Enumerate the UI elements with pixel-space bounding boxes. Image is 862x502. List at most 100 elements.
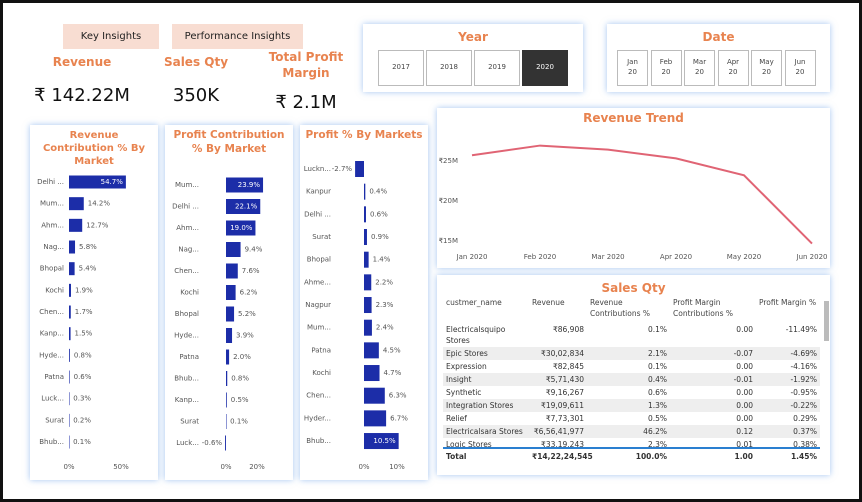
table-cell: ₹5,71,430 [545, 375, 584, 384]
table-cell: 2.3% [647, 440, 667, 447]
table-row: Epic Stores ₹30,02,834 2.1% -0.07 -4.69% [443, 347, 820, 360]
total-cell: 100.0% [587, 447, 670, 463]
value-label: 1.5% [75, 330, 93, 338]
table-cell: ₹6,56,41,977 [533, 427, 584, 436]
column-header: Profit Margin Contributions % [673, 298, 733, 318]
slicer-title: Date [702, 30, 735, 44]
y-tick-label: ₹25M [439, 157, 458, 165]
table-cell: 0.1% [647, 362, 667, 371]
y-tick-label: Hyder... [304, 414, 331, 422]
table-row: Expression ₹82,845 0.1% 0.00 -4.16% [443, 360, 820, 373]
slicer-button[interactable]: May 20 [751, 50, 782, 86]
line [471, 144, 813, 245]
value-label: 0.8% [231, 375, 249, 383]
month: Feb [659, 58, 673, 67]
y-tick-label: Luck... [41, 395, 64, 403]
bar [226, 392, 227, 408]
kpi-value: ₹ 142.22M [34, 85, 130, 106]
x-tick-label: Feb 2020 [524, 253, 556, 261]
bar [69, 327, 71, 341]
y-tick-label: Mum... [175, 181, 199, 189]
x-tick-label: 0% [358, 463, 369, 471]
y-tick-label: Delhi ... [304, 210, 331, 218]
value-label: 0.9% [371, 233, 389, 241]
bar [226, 306, 235, 322]
table-cell: Expression [446, 362, 487, 371]
month: May [759, 58, 774, 67]
slicer-button[interactable]: Mar 20 [684, 50, 715, 86]
y-tick-label: Hyde... [39, 351, 64, 359]
slicer-button[interactable]: 2018 [426, 50, 472, 86]
value-label: 0.1% [73, 438, 91, 446]
tab[interactable]: Performance Insights [172, 24, 303, 49]
value-label: 5.2% [238, 310, 256, 318]
y-tick-label: Luckn... [304, 165, 331, 173]
table-cell: 1.3% [647, 401, 667, 410]
slicer-button[interactable]: 2020 [522, 50, 568, 86]
column-header: Profit Margin % [759, 298, 817, 307]
table-cell: 0.12 [736, 427, 753, 436]
table-cell: 0.00 [736, 388, 753, 397]
slicer-button[interactable]: Jun 20 [784, 50, 816, 86]
slicer-button[interactable]: 2019 [474, 50, 520, 86]
y-tick-label: Luck... [176, 439, 199, 447]
bar [69, 305, 71, 319]
bar [69, 348, 70, 362]
total-cell: ₹14,22,24,545 [529, 447, 593, 463]
bar [226, 242, 241, 257]
total-cell: 1.45% [756, 447, 820, 463]
table-row: Integration Stores ₹19,09,611 1.3% 0.00 -0.2… [443, 399, 820, 412]
year: 20 [695, 68, 704, 76]
total-cell: 1.00 [670, 447, 756, 463]
table-cell: 46.2% [643, 427, 667, 436]
table-total: Total ₹14,22,24,545 100.0% 1.00 1.45% [443, 447, 820, 463]
value-label: 19.0% [230, 224, 253, 232]
table-cell: ₹82,845 [552, 362, 584, 371]
y-tick-label: Chen... [174, 267, 199, 275]
table-row: Logic Stores ₹33,19,243 2.3% 0.01 0.38% [443, 438, 820, 447]
table-cell: Relief [446, 414, 467, 423]
table-cell: -0.22% [790, 401, 817, 410]
table-title: Sales Qty [601, 281, 666, 295]
table-row: Insight ₹5,71,430 0.4% -0.01 -1.92% [443, 373, 820, 386]
slicer-button[interactable]: 2017 [378, 50, 424, 86]
bar [69, 262, 75, 276]
tab[interactable]: Key Insights [63, 24, 159, 49]
bar [364, 342, 379, 359]
kpi-label: Revenue [52, 55, 112, 69]
column-header: custmer_name [446, 298, 502, 307]
y-tick-label: Bhub... [174, 375, 199, 383]
bar [364, 410, 387, 427]
table-row: Electricalsara Stores ₹6,56,41,977 46.2% 0.… [443, 425, 820, 438]
table-cell: Electricalsara Stores [446, 427, 523, 436]
table-row: Electricalsquipo Stores ₹86,908 0.1% 0.00 -1… [443, 323, 820, 347]
slicer-button[interactable]: Apr 20 [717, 50, 749, 86]
table-cell: ₹86,908 [552, 325, 584, 334]
table-cell: 0.29% [793, 414, 817, 423]
table-cell: 0.00 [736, 325, 753, 334]
column-header: Revenue [532, 298, 565, 307]
year: 20 [661, 68, 671, 76]
table-cell: ₹30,02,834 [541, 349, 584, 358]
slicer-title: Year [458, 30, 488, 44]
x-tick-label: Jan 2020 [456, 253, 488, 261]
table-row: Relief ₹7,73,301 0.5% 0.00 0.29% [443, 412, 820, 425]
kpi-label: Sales Qty [163, 55, 229, 69]
y-tick-label: Surat [180, 418, 199, 426]
x-tick-label: Apr 2020 [660, 253, 692, 261]
table-cell: -1.92% [790, 375, 817, 384]
x-tick-label: 50% [113, 463, 129, 471]
year: 20 [762, 68, 771, 76]
value-label: 12.7% [86, 221, 109, 229]
value-label: 3.9% [236, 332, 254, 340]
scrollbar[interactable] [824, 301, 829, 341]
value-label: 5.8% [79, 243, 97, 251]
y-tick-label: Bhub... [39, 438, 64, 446]
bar [364, 183, 366, 200]
table-cell: ₹7,73,301 [545, 414, 584, 423]
chart-title: Revenue Trend [583, 111, 684, 125]
value-label: 7.6% [242, 267, 260, 275]
slicer-button[interactable]: Feb 20 [650, 50, 682, 86]
slicer-button[interactable]: Jan 20 [617, 50, 648, 86]
